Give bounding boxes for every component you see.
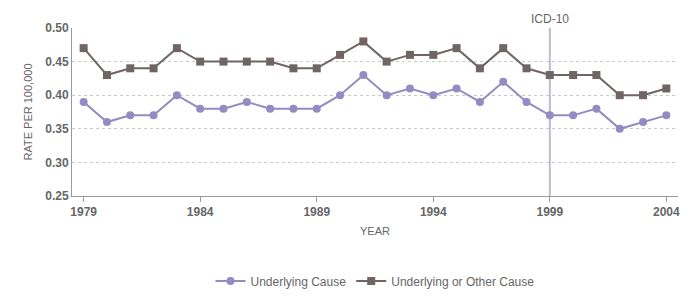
svg-text:0.45: 0.45 [45, 55, 69, 69]
svg-text:0.25: 0.25 [45, 189, 69, 203]
svg-text:1989: 1989 [303, 205, 330, 219]
svg-text:RATE PER 100,000: RATE PER 100,000 [22, 63, 34, 160]
svg-text:1999: 1999 [536, 205, 563, 219]
svg-text:1994: 1994 [420, 205, 447, 219]
svg-text:1984: 1984 [187, 205, 214, 219]
svg-text:0.50: 0.50 [45, 21, 69, 35]
svg-text:1979: 1979 [70, 205, 97, 219]
svg-text:0.40: 0.40 [45, 88, 69, 102]
svg-text:0.30: 0.30 [45, 156, 69, 170]
svg-text:ICD-10: ICD-10 [531, 12, 569, 26]
svg-text:YEAR: YEAR [360, 225, 390, 237]
svg-text:Underlying Cause: Underlying Cause [251, 275, 347, 289]
svg-text:0.35: 0.35 [45, 122, 69, 136]
svg-text:Underlying or Other Cause: Underlying or Other Cause [391, 275, 534, 289]
svg-text:2004: 2004 [653, 205, 680, 219]
